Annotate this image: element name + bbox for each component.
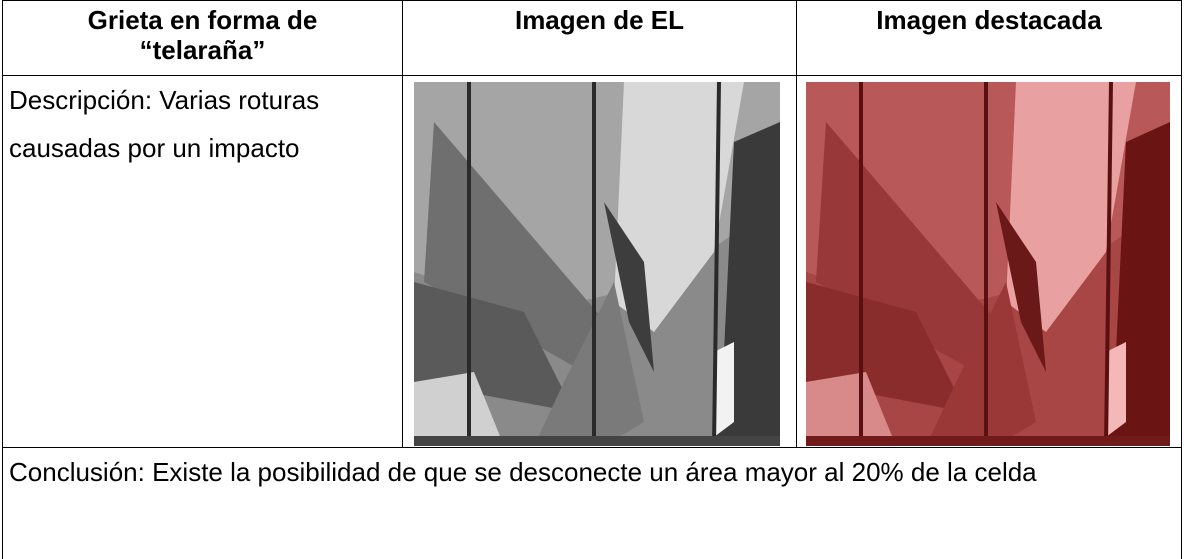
conclusion-cell: Conclusión: Existe la posibilidad de que… xyxy=(2,447,1182,559)
description-cell: Descripción: Varias roturas causadas por… xyxy=(2,75,403,448)
header-cell: Imagen destacada xyxy=(796,0,1182,76)
header-cell: Grieta en forma de “telaraña” xyxy=(2,0,403,76)
highlighted-image xyxy=(806,82,1170,446)
header-cell: Imagen de EL xyxy=(402,0,797,76)
el-image xyxy=(414,82,780,446)
